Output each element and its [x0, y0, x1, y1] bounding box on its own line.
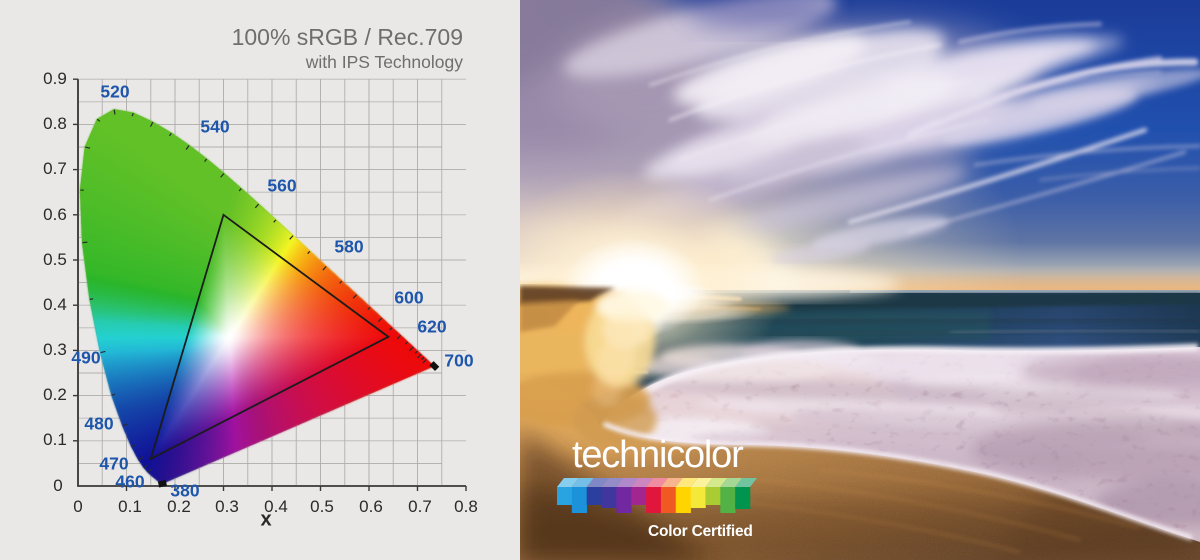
svg-text:technicolor: technicolor [572, 434, 744, 476]
svg-text:Color Certified: Color Certified [648, 523, 753, 540]
